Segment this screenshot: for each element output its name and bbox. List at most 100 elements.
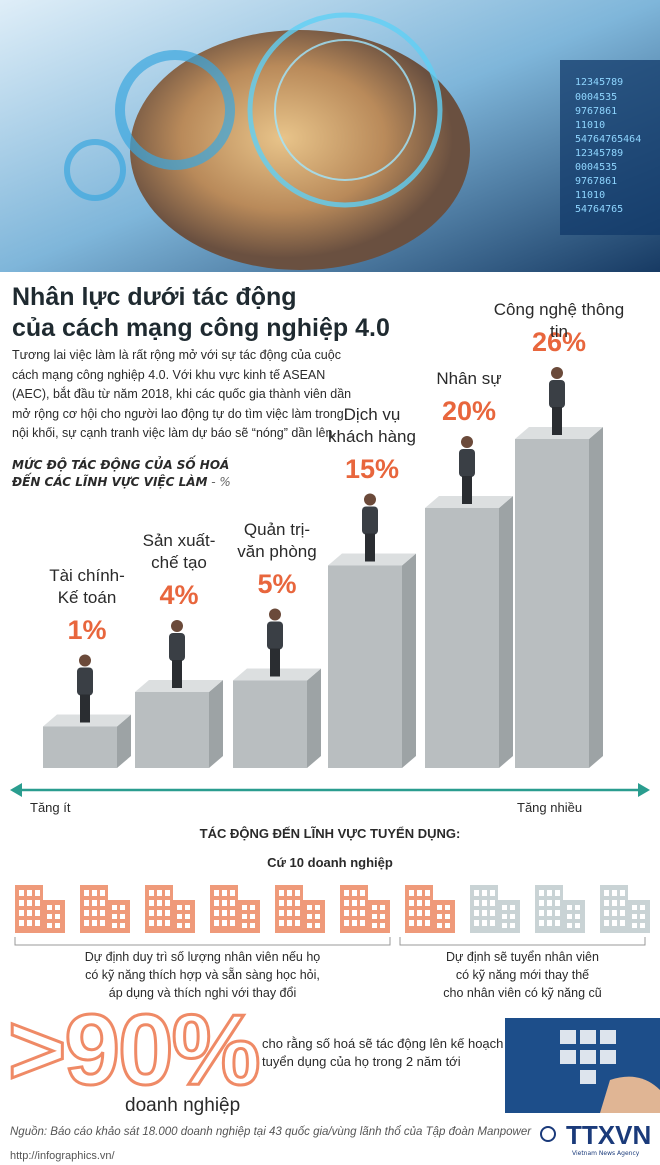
- figure: [459, 436, 475, 504]
- window: [84, 890, 89, 896]
- window: [295, 910, 300, 916]
- window: [575, 914, 580, 919]
- svg-text:9767861: 9767861: [575, 106, 617, 117]
- window: [279, 910, 284, 916]
- building-low: [563, 900, 585, 933]
- window: [120, 914, 125, 919]
- window: [92, 890, 97, 896]
- building-low: [238, 900, 260, 933]
- building-low: [173, 900, 195, 933]
- window: [640, 914, 645, 919]
- window: [287, 890, 292, 896]
- window: [84, 920, 89, 926]
- pillar-side: [499, 496, 513, 768]
- window: [547, 890, 552, 896]
- building-low: [303, 900, 325, 933]
- building-icon: [80, 885, 130, 933]
- window: [295, 890, 300, 896]
- figure-legs: [80, 694, 90, 723]
- kept-caption: Dự định duy trì số lượng nhân viên nếu h…: [84, 950, 321, 1000]
- category-label: Tài chính- Kế toán: [49, 565, 125, 607]
- url[interactable]: http://infographics.vn/: [10, 1150, 115, 1162]
- window: [620, 900, 625, 906]
- window: [19, 920, 24, 926]
- pillar-side: [307, 668, 321, 768]
- window: [242, 914, 247, 919]
- window: [547, 900, 552, 906]
- figure-legs: [270, 648, 280, 677]
- window: [307, 905, 312, 910]
- window: [409, 890, 414, 896]
- pillar-front: [425, 508, 499, 768]
- window: [344, 910, 349, 916]
- building-low: [108, 900, 130, 933]
- window: [539, 910, 544, 916]
- window: [149, 890, 154, 896]
- window: [19, 890, 24, 896]
- window: [445, 905, 450, 910]
- pillar: [515, 427, 603, 768]
- window: [279, 920, 284, 926]
- window: [604, 890, 609, 896]
- value-label: 26%: [531, 327, 587, 357]
- window: [437, 914, 442, 919]
- intro: Tương lai việc làm là rất rộng mở với sự…: [12, 348, 352, 440]
- window: [567, 923, 572, 928]
- figure: [169, 620, 185, 688]
- window: [575, 923, 580, 928]
- figure-body: [459, 449, 475, 477]
- window: [352, 890, 357, 896]
- window: [632, 905, 637, 910]
- svg-text:11010: 11010: [575, 120, 605, 131]
- window: [539, 920, 544, 926]
- window: [295, 920, 300, 926]
- window: [287, 920, 292, 926]
- window: [632, 923, 637, 928]
- window: [567, 914, 572, 919]
- building-icon: [535, 885, 585, 933]
- window: [425, 920, 430, 926]
- window: [27, 890, 32, 896]
- category-label: Sản xuất- chế tạo: [142, 531, 216, 572]
- new-caption: Dự định sẽ tuyển nhân viên có kỹ năng mớ…: [443, 950, 602, 1000]
- window: [437, 905, 442, 910]
- building-icon: [210, 885, 260, 933]
- window: [315, 923, 320, 928]
- pillar-front: [328, 565, 402, 768]
- window: [157, 890, 162, 896]
- window: [612, 900, 617, 906]
- big-stat-unit: doanh nghiệp: [125, 1095, 241, 1116]
- window: [157, 910, 162, 916]
- figure-head: [269, 608, 281, 621]
- window: [100, 890, 105, 896]
- window: [360, 890, 365, 896]
- window: [100, 910, 105, 916]
- window: [445, 914, 450, 919]
- window: [307, 923, 312, 928]
- window: [230, 890, 235, 896]
- window: [380, 905, 385, 910]
- window: [295, 900, 300, 906]
- window: [177, 905, 182, 910]
- recruit-heading: TÁC ĐỘNG ĐẾN LĨNH VỰC TUYỂN DỤNG:: [199, 826, 461, 841]
- building-low: [43, 900, 65, 933]
- window: [185, 914, 190, 919]
- window: [35, 890, 40, 896]
- window: [555, 890, 560, 896]
- value-label: 1%: [67, 614, 107, 645]
- window: [352, 920, 357, 926]
- window: [100, 920, 105, 926]
- figure-legs: [172, 660, 182, 688]
- window: [177, 914, 182, 919]
- window: [417, 920, 422, 926]
- window: [120, 923, 125, 928]
- window: [230, 910, 235, 916]
- window: [474, 890, 479, 896]
- figure: [362, 493, 378, 562]
- window: [315, 914, 320, 919]
- window: [27, 900, 32, 906]
- window: [640, 923, 645, 928]
- logo-mark: [540, 1126, 556, 1142]
- figure-head: [461, 436, 473, 448]
- window: [372, 923, 377, 928]
